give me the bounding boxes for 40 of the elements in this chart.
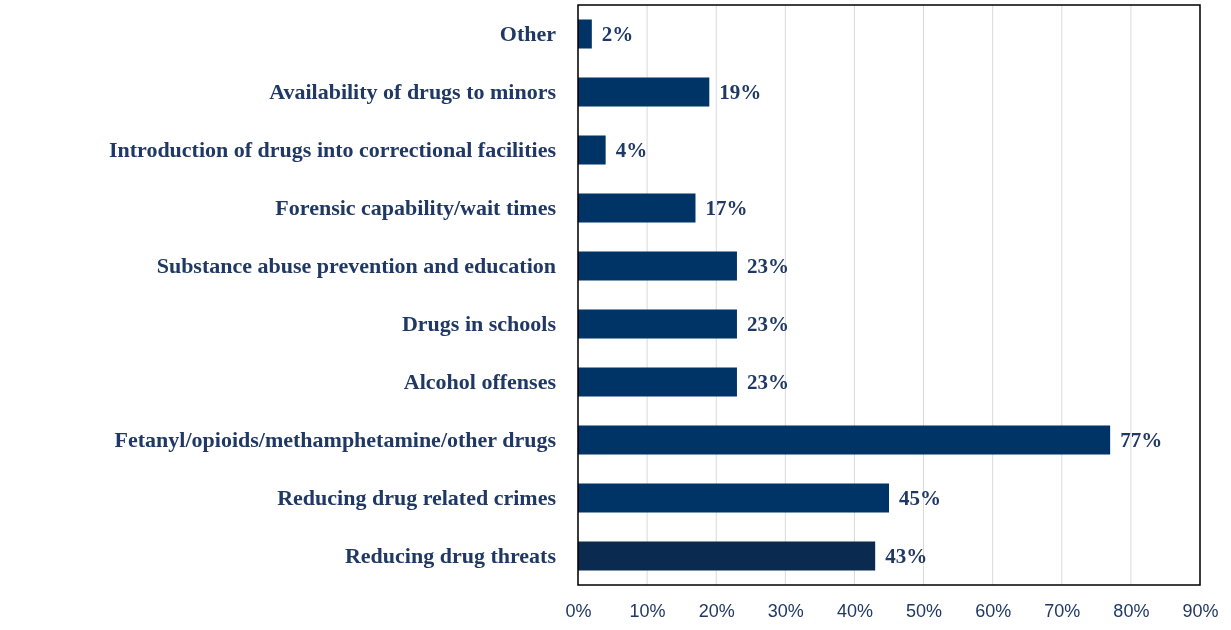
y-tick-label: Reducing drug related crimes — [277, 485, 557, 511]
bar — [578, 77, 710, 107]
data-label: 19% — [719, 80, 762, 105]
data-label: 77% — [1120, 428, 1163, 453]
bar — [578, 19, 592, 49]
y-tick-label: Substance abuse prevention and education — [156, 253, 556, 279]
bar — [578, 483, 889, 513]
x-tick-label: 10% — [629, 600, 666, 621]
y-tick-label: Drugs in schools — [401, 311, 557, 337]
bar — [578, 193, 696, 223]
data-label: 23% — [746, 312, 789, 337]
bar — [578, 251, 737, 281]
bar — [578, 309, 737, 339]
data-label: 17% — [705, 196, 748, 221]
data-label: 23% — [746, 254, 789, 279]
y-tick-label: Forensic capability/wait times — [275, 195, 557, 221]
y-tick-label: Fetanyl/opioids/methamphetamine/other drugs — [114, 427, 557, 453]
x-tick-label: 0% — [565, 600, 592, 621]
bar — [578, 541, 876, 571]
data-label: 45% — [899, 486, 941, 511]
x-tick-label: 90% — [1182, 600, 1219, 621]
bar — [578, 367, 737, 397]
y-tick-label: Other — [499, 21, 557, 47]
x-tick-label: 20% — [698, 600, 735, 621]
x-tick-label: 30% — [767, 600, 804, 621]
x-tick-label: 40% — [836, 600, 873, 621]
y-tick-label: Reducing drug threats — [344, 543, 557, 569]
x-tick-label: 60% — [975, 600, 1012, 621]
data-label: 4% — [615, 138, 648, 163]
bar — [578, 425, 1111, 455]
bar — [578, 135, 606, 165]
y-tick-label: Alcohol offenses — [403, 369, 557, 395]
data-label: 43% — [885, 544, 928, 569]
data-label: 23% — [746, 370, 789, 395]
x-tick-label: 80% — [1113, 600, 1150, 621]
data-label: 2% — [601, 22, 634, 47]
y-tick-label: Availability of drugs to minors — [269, 79, 557, 105]
x-tick-label: 50% — [906, 600, 943, 621]
y-tick-label: Introduction of drugs into correctional facilities — [108, 137, 557, 163]
x-tick-label: 70% — [1044, 600, 1081, 621]
